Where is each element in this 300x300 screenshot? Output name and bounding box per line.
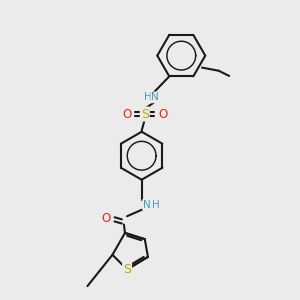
Text: O: O [102,212,111,225]
Text: S: S [141,107,149,121]
Text: N: N [143,200,151,210]
Text: H: H [144,92,152,102]
Text: O: O [158,107,167,121]
Text: O: O [122,107,132,121]
Text: N: N [151,92,159,102]
Text: H: H [152,200,160,210]
Text: S: S [123,263,131,276]
